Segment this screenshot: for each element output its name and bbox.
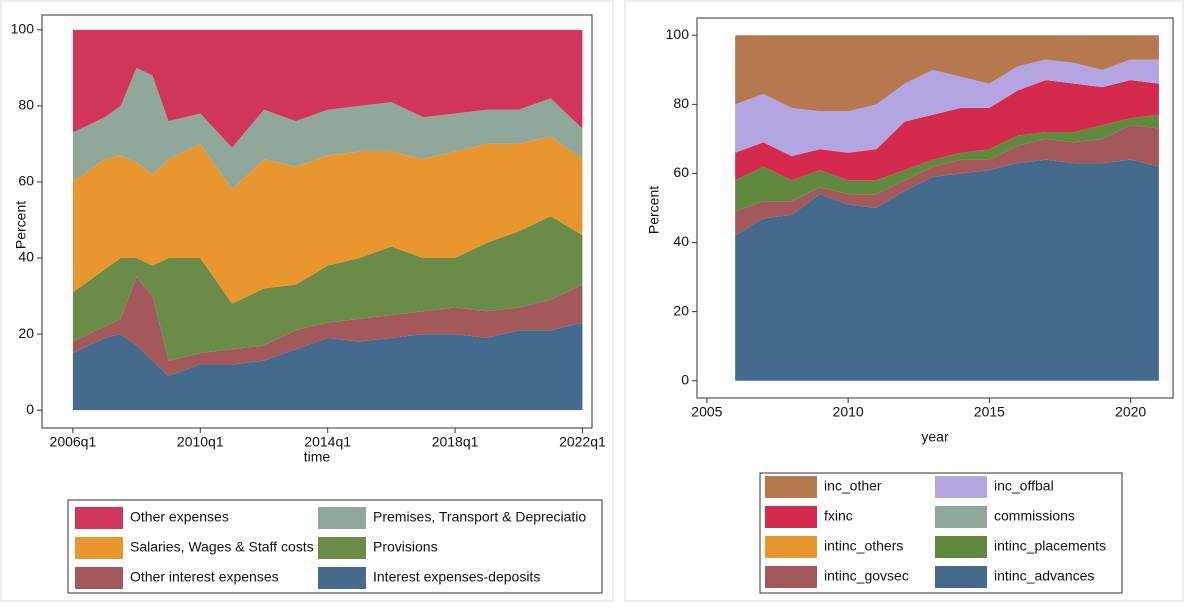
legend-swatch xyxy=(935,476,987,498)
y-tick-label: 60 xyxy=(18,173,34,189)
area xyxy=(735,114,1159,212)
legend-label: Provisions xyxy=(373,539,438,555)
legend-swatch xyxy=(935,506,987,528)
legend-swatch xyxy=(75,567,123,589)
y-axis-label: Percent xyxy=(646,186,662,234)
area xyxy=(72,322,583,411)
area xyxy=(72,29,583,148)
legend-label: intinc_advances xyxy=(994,568,1094,584)
x-tick-label: 2010 xyxy=(833,404,864,420)
y-tick-label: 0 xyxy=(26,401,34,417)
legend-swatch xyxy=(935,566,987,588)
x-tick-label: 2015 xyxy=(974,404,1005,420)
legend-swatch xyxy=(75,537,123,559)
legend-swatch xyxy=(75,507,123,529)
y-tick-label: 20 xyxy=(673,302,689,318)
area xyxy=(735,159,1159,381)
legend-label: intinc_placements xyxy=(994,538,1106,554)
y-tick-label: 60 xyxy=(673,164,689,180)
y-tick-label: 80 xyxy=(673,95,689,111)
legend-swatch xyxy=(935,536,987,558)
area xyxy=(72,277,583,376)
y-tick-label: 40 xyxy=(18,249,34,265)
area xyxy=(72,136,583,304)
legend-label: Salaries, Wages & Staff costs xyxy=(130,539,314,555)
x-axis-label: year xyxy=(921,429,949,445)
legend-label: intinc_govsec xyxy=(824,568,909,584)
x-tick-label: 2006q1 xyxy=(50,434,97,450)
legend-swatch xyxy=(765,476,817,498)
area xyxy=(735,80,1159,181)
legend-label: inc_offbal xyxy=(994,478,1054,494)
y-tick-label: 0 xyxy=(681,371,689,387)
x-tick-label: 2014q1 xyxy=(304,434,351,450)
x-tick-label: 2022q1 xyxy=(559,434,606,450)
legend-swatch xyxy=(765,536,817,558)
y-axis-label: Percent xyxy=(13,201,29,249)
legend-label: Interest expenses-deposits xyxy=(373,569,540,585)
area xyxy=(72,216,583,361)
y-tick-label: 20 xyxy=(18,325,34,341)
legend-label: inc_other xyxy=(824,478,882,494)
legend-label: Other expenses xyxy=(130,509,229,525)
x-axis-label: time xyxy=(304,449,331,465)
y-tick-label: 80 xyxy=(18,97,34,113)
legend-label: fxinc xyxy=(824,508,853,524)
area xyxy=(72,67,583,190)
legend-swatch xyxy=(318,507,366,529)
legend-label: intinc_others xyxy=(824,538,903,554)
x-tick-label: 2010q1 xyxy=(177,434,224,450)
legend-swatch xyxy=(318,567,366,589)
legend-swatch xyxy=(765,506,817,528)
area xyxy=(735,59,1159,157)
y-tick-label: 100 xyxy=(11,21,35,37)
x-tick-label: 2018q1 xyxy=(432,434,479,450)
legend-label: commissions xyxy=(994,508,1075,524)
x-tick-label: 2020 xyxy=(1115,404,1146,420)
legend-label: Other interest expenses xyxy=(130,569,279,585)
area xyxy=(735,125,1159,236)
x-tick-label: 2005 xyxy=(691,404,722,420)
y-tick-label: 100 xyxy=(666,26,690,42)
y-tick-label: 40 xyxy=(673,233,689,249)
legend-label: Premises, Transport & Depreciatio xyxy=(373,509,586,525)
area xyxy=(735,35,1159,112)
legend-swatch xyxy=(765,566,817,588)
legend-swatch xyxy=(318,537,366,559)
